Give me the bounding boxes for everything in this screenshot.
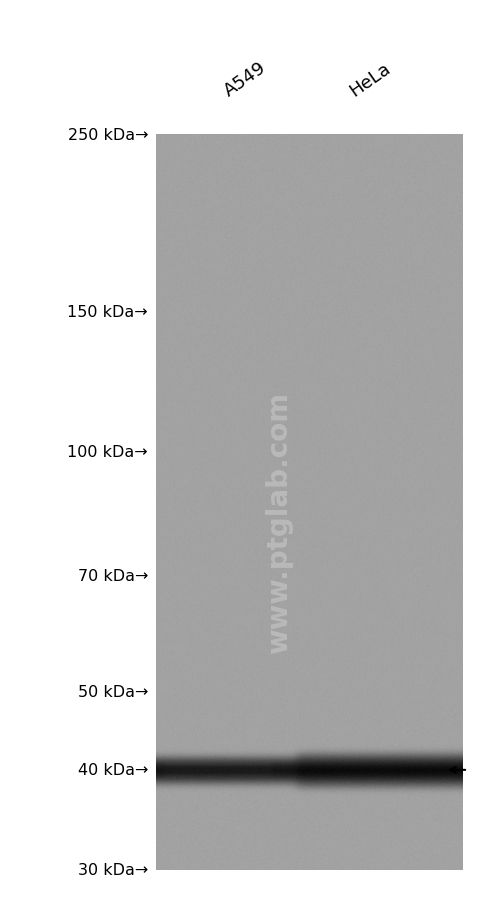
- Text: HeLa: HeLa: [346, 59, 394, 100]
- Text: www.ptglab.com: www.ptglab.com: [265, 391, 293, 653]
- Text: 30 kDa→: 30 kDa→: [78, 862, 148, 878]
- Text: 70 kDa→: 70 kDa→: [78, 568, 148, 584]
- Text: 40 kDa→: 40 kDa→: [78, 762, 148, 778]
- Text: 250 kDa→: 250 kDa→: [68, 127, 148, 143]
- Text: 100 kDa→: 100 kDa→: [67, 445, 148, 459]
- Text: 50 kDa→: 50 kDa→: [78, 685, 148, 699]
- Text: A549: A549: [221, 59, 269, 100]
- Text: 150 kDa→: 150 kDa→: [67, 305, 148, 319]
